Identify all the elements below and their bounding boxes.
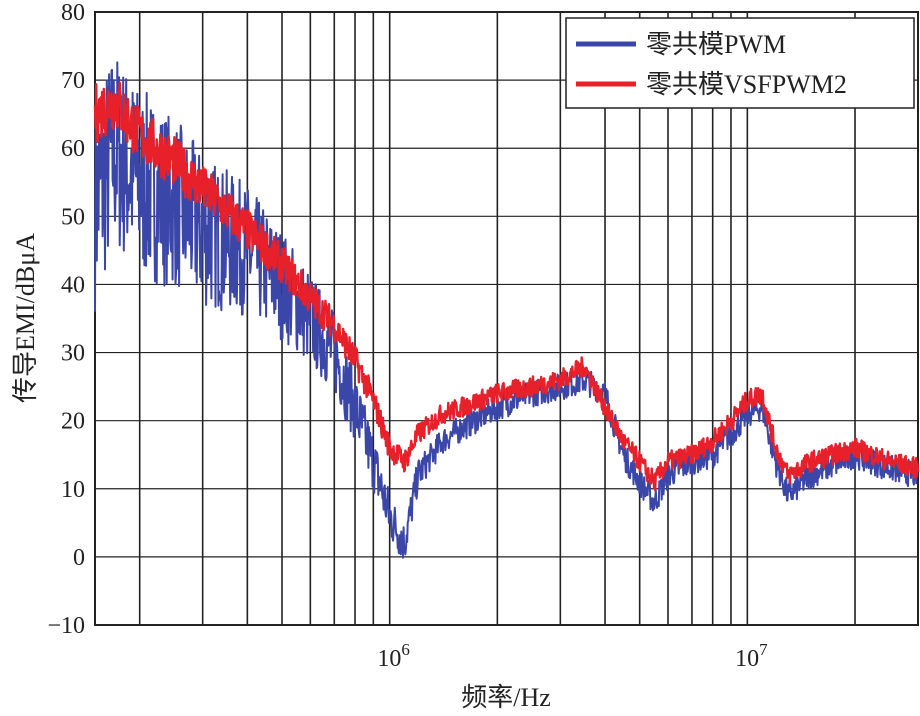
x-tick-label: 106	[377, 640, 410, 672]
y-tick-label: 60	[61, 136, 85, 162]
y-tick-label: 0	[73, 545, 85, 571]
series-group	[93, 61, 920, 559]
y-tick-label: 40	[61, 272, 85, 298]
series-line-2	[93, 81, 920, 492]
y-tick-label: 10	[61, 477, 85, 503]
x-tick-label: 107	[735, 640, 768, 672]
y-tick-label: 30	[61, 341, 85, 367]
series-line-1	[94, 61, 919, 559]
y-tick-label: 70	[61, 68, 85, 94]
plot-frame	[94, 11, 919, 626]
y-tick-label: 80	[61, 0, 85, 26]
x-axis-ticks: 106 107	[377, 640, 768, 672]
legend-label-1: 零共模PWM	[646, 30, 786, 59]
legend-box	[565, 17, 915, 109]
legend-label-2: 零共模VSFPWM2	[646, 70, 847, 99]
y-tick-label: 50	[61, 204, 85, 230]
y-tick-label: −10	[47, 613, 85, 639]
x-axis-label: 频率/Hz	[461, 683, 551, 712]
y-tick-label: 20	[61, 409, 85, 435]
legend: 零共模PWM 零共模VSFPWM2	[565, 17, 915, 109]
y-axis-ticks: 80 70 60 50 40 30 20 10 0 −10	[47, 0, 85, 639]
y-axis-label: 传导EMI/dBμA	[11, 233, 40, 403]
